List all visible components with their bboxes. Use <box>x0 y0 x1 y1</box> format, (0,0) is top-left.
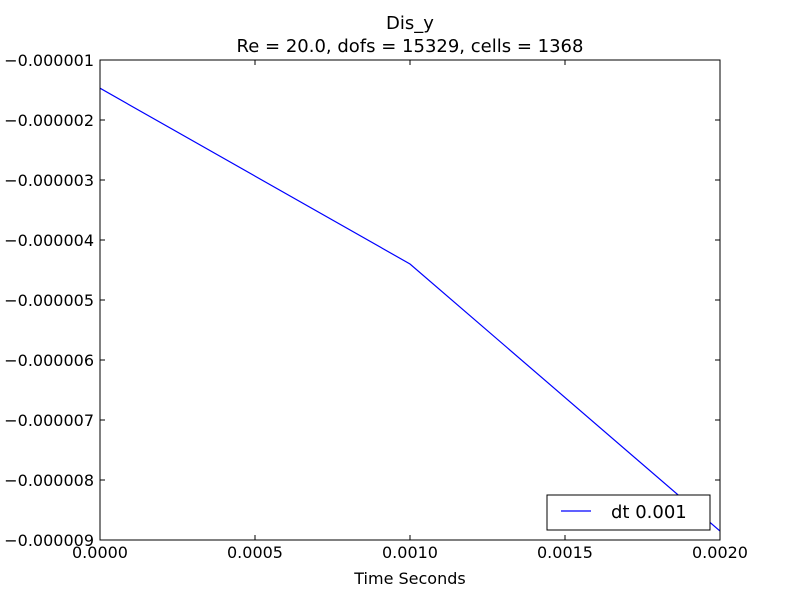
legend-label: dt 0.001 <box>611 502 687 523</box>
y-tick-label: −0.000004 <box>4 231 94 250</box>
y-tick-label: −0.000007 <box>4 411 94 430</box>
y-tick-label: −0.000003 <box>4 171 94 190</box>
legend-box <box>546 494 711 531</box>
axes-frame <box>99 59 721 541</box>
x-tick-label: 0.0005 <box>227 543 283 562</box>
y-tick-label: −0.000008 <box>4 471 94 490</box>
x-tick-label: 0.0015 <box>537 543 593 562</box>
legend: dt 0.001 <box>546 494 711 531</box>
x-tick-label: 0.0020 <box>692 543 748 562</box>
y-tick-label: −0.000002 <box>4 111 94 130</box>
chart-title: Dis_y <box>386 13 434 34</box>
y-tick-label: −0.000009 <box>4 531 94 550</box>
y-tick-label: −0.000001 <box>4 51 94 70</box>
y-tick-label: −0.000006 <box>4 351 94 370</box>
x-tick-label: 0.0010 <box>382 543 438 562</box>
y-tick-label: −0.000005 <box>4 291 94 310</box>
x-axis-label: Time Seconds <box>354 569 466 588</box>
chart-subtitle: Re = 20.0, dofs = 15329, cells = 1368 <box>236 36 584 57</box>
series-line-0 <box>100 87 720 532</box>
x-tick-label: 0.0000 <box>72 543 128 562</box>
